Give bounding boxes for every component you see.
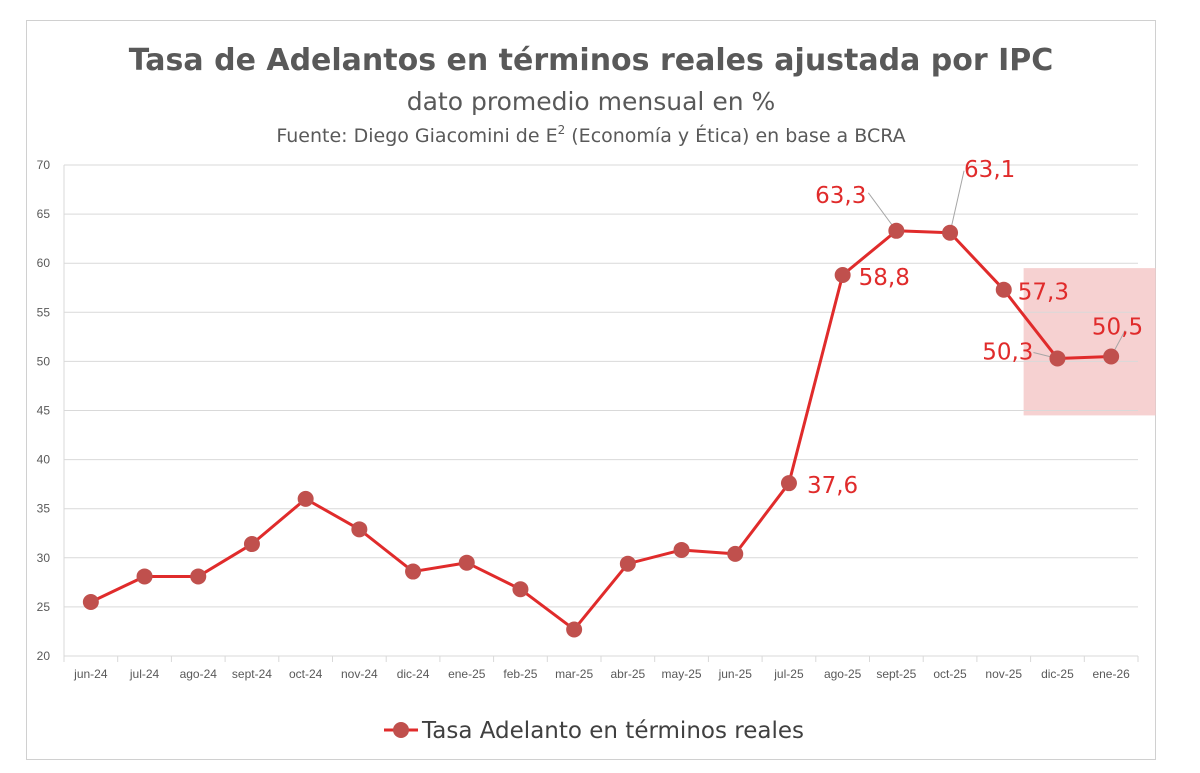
- data-point: [727, 545, 744, 562]
- data-point: [458, 554, 475, 571]
- x-tick-label: sept-24: [232, 667, 272, 681]
- tick-layer: 20 25 30 35 40 45 50 55 60 65 70 jun-24 jul-24 ago-24…: [37, 158, 1131, 681]
- data-label: 50,5: [1092, 314, 1143, 340]
- data-point: [190, 568, 207, 585]
- x-tick-label: may-25: [662, 667, 702, 681]
- data-point: [619, 555, 636, 572]
- data-point: [512, 581, 529, 598]
- x-tick-label: dic-24: [397, 667, 430, 681]
- x-tick-label: dic-25: [1041, 667, 1074, 681]
- x-tick-label: jun-25: [718, 667, 753, 681]
- y-tick-label: 60: [37, 256, 51, 270]
- data-point: [351, 521, 368, 538]
- data-point: [566, 621, 583, 638]
- grid-layer: [63, 164, 1139, 662]
- data-point: [1049, 350, 1066, 367]
- x-tick-label: jul-25: [773, 667, 804, 681]
- x-tick-label: abr-25: [611, 667, 646, 681]
- source-suffix: (Economía y Ética) en base a BCRA: [565, 124, 905, 147]
- data-point: [834, 266, 851, 283]
- legend-label: Tasa Adelanto en términos reales: [421, 718, 804, 744]
- x-tick-label: nov-24: [341, 667, 378, 681]
- data-label: 37,6: [807, 473, 858, 499]
- legend-marker-swatch: [393, 722, 409, 738]
- x-tick-label: ene-26: [1092, 667, 1130, 681]
- data-label: 63,3: [815, 183, 866, 209]
- data-label: 50,3: [982, 339, 1033, 365]
- series-layer: [82, 222, 1120, 638]
- series-line: [90, 229, 1112, 631]
- x-tick-label: jun-24: [73, 667, 108, 681]
- y-tick-label: 55: [37, 305, 51, 319]
- source-superscript: 2: [558, 123, 566, 137]
- data-label: 57,3: [1018, 280, 1069, 306]
- data-point: [1103, 348, 1120, 365]
- y-tick-label: 30: [37, 551, 51, 565]
- x-tick-label: ago-25: [824, 667, 862, 681]
- source-prefix: Fuente: Diego Giacomini de E: [276, 125, 557, 147]
- data-point: [405, 563, 422, 580]
- label-leader-line: [949, 170, 965, 233]
- y-tick-label: 20: [37, 649, 51, 663]
- y-tick-label: 40: [37, 453, 51, 467]
- x-tick-label: oct-25: [933, 667, 967, 681]
- label-layer: 37,6 58,8 63,3 63,1 57,3 50,3 50,5: [807, 157, 1143, 499]
- data-point: [243, 536, 260, 553]
- x-tick-label: ene-25: [448, 667, 486, 681]
- chart-source: Fuente: Diego Giacomini de E2 (Economía …: [276, 123, 905, 147]
- data-point: [136, 568, 153, 585]
- data-point: [297, 490, 314, 507]
- x-tick-label: jul-24: [129, 667, 160, 681]
- x-tick-label: sept-25: [876, 667, 916, 681]
- y-tick-label: 45: [37, 404, 51, 418]
- data-point: [888, 222, 905, 239]
- data-point: [673, 541, 690, 558]
- x-tick-label: ago-24: [180, 667, 218, 681]
- data-point: [780, 475, 797, 492]
- chart-subtitle: dato promedio mensual en %: [407, 87, 776, 116]
- legend: Tasa Adelanto en términos reales: [384, 718, 804, 744]
- x-tick-label: nov-25: [985, 667, 1022, 681]
- y-tick-label: 65: [37, 207, 51, 221]
- x-tick-label: oct-24: [289, 667, 323, 681]
- data-point: [82, 593, 99, 610]
- chart-title: Tasa de Adelantos en términos reales aju…: [129, 43, 1054, 78]
- y-tick-label: 25: [37, 600, 51, 614]
- x-tick-label: mar-25: [555, 667, 593, 681]
- data-label: 58,8: [859, 265, 910, 291]
- y-tick-label: 35: [37, 502, 51, 516]
- y-tick-label: 50: [37, 354, 51, 368]
- data-point: [942, 224, 959, 241]
- data-label: 63,1: [964, 157, 1015, 183]
- y-tick-label: 70: [37, 158, 51, 172]
- x-tick-label: feb-25: [503, 667, 537, 681]
- data-point: [995, 281, 1012, 298]
